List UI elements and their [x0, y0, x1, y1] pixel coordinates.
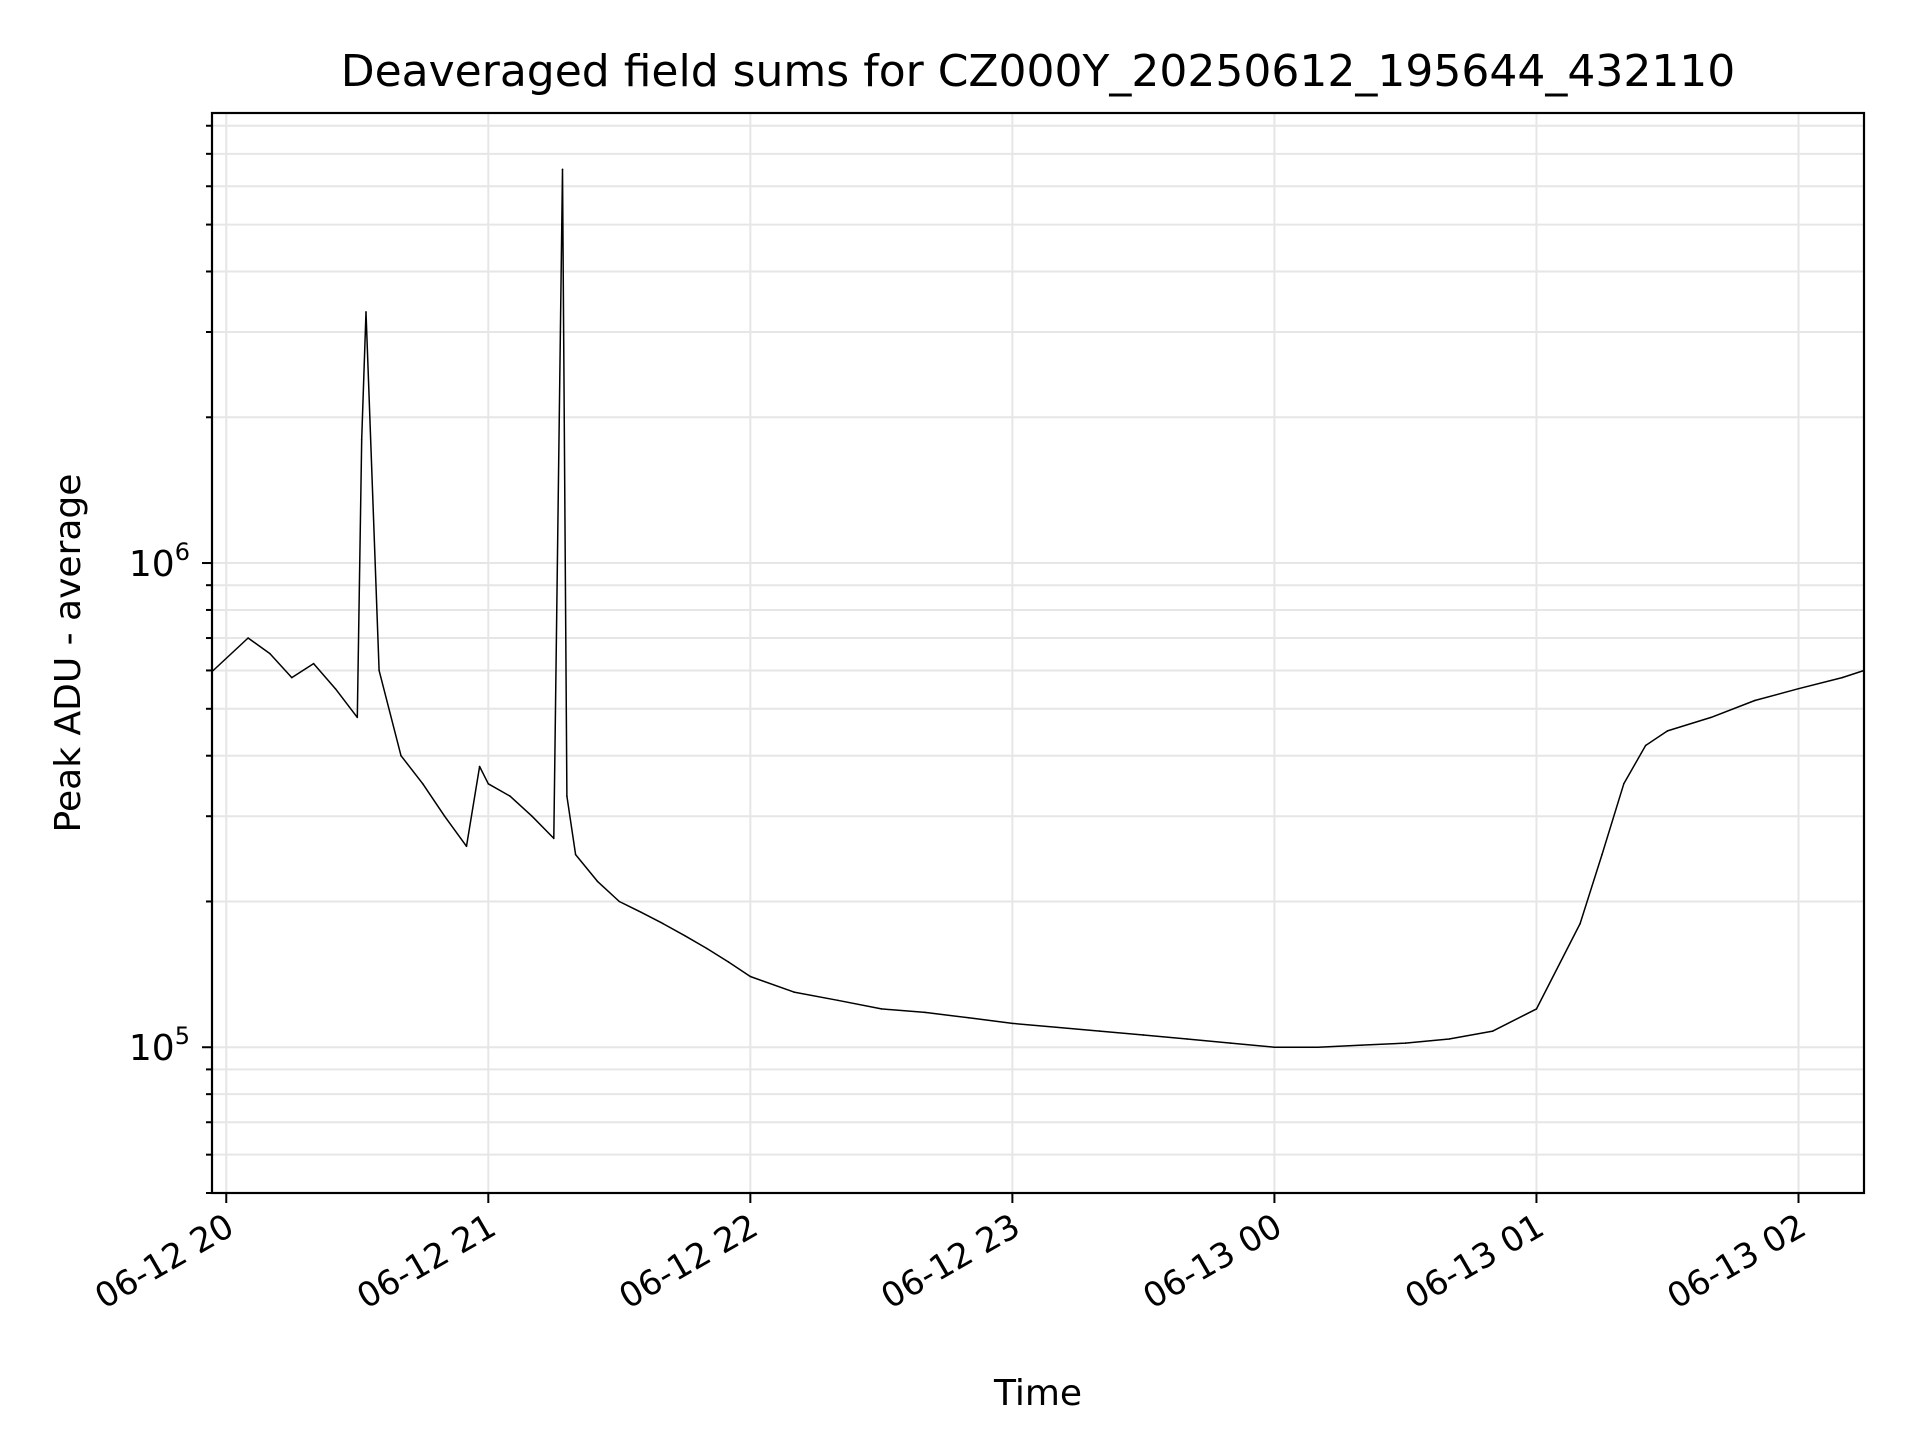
data-point [1055, 1026, 1057, 1028]
data-point [478, 765, 481, 768]
data-point [1491, 1030, 1494, 1032]
data-point [596, 880, 599, 883]
data-point [727, 961, 730, 963]
data-point [1535, 1008, 1538, 1010]
data-point [1710, 716, 1712, 719]
data-point [924, 1011, 926, 1014]
data-point [1317, 1046, 1319, 1049]
data-point [1360, 1044, 1363, 1046]
data-point [269, 652, 271, 655]
data-point [1011, 1022, 1014, 1025]
data-point [1754, 699, 1756, 702]
plot-frame [210, 111, 1866, 1195]
data-point [1601, 853, 1603, 856]
data-point [1186, 1038, 1188, 1040]
data-point [836, 999, 839, 1002]
data-point [312, 662, 315, 665]
data-point [1644, 744, 1647, 747]
data-point [574, 853, 577, 856]
data-point [1579, 922, 1581, 925]
data-point [509, 795, 511, 797]
data-point [378, 669, 380, 672]
data-point [1622, 782, 1625, 785]
data-point [1142, 1034, 1145, 1036]
data-point [705, 947, 708, 950]
data-point [618, 900, 621, 903]
data-point [553, 837, 555, 840]
data-point [640, 911, 642, 914]
data-point [662, 922, 664, 925]
data-point [1797, 687, 1800, 690]
data-point [967, 1017, 970, 1019]
data-point [793, 991, 795, 993]
y-axis-label: Peak ADU - average [48, 474, 89, 833]
data-point [365, 311, 367, 313]
data-point [749, 975, 752, 978]
grid-layer [212, 113, 1864, 1194]
data-point [247, 637, 249, 639]
y-tick-label: 106 [129, 538, 190, 585]
data-point [1841, 676, 1843, 679]
data-point [487, 782, 490, 785]
data-point [684, 934, 686, 937]
data-point [465, 845, 468, 848]
data-point [561, 168, 564, 171]
data-point [334, 687, 337, 690]
data-point [290, 676, 293, 679]
data-point [356, 716, 359, 719]
data-point [880, 1008, 883, 1010]
data-layer [212, 168, 1865, 1049]
data-point [1098, 1030, 1101, 1032]
x-axis-label: Time [993, 1373, 1082, 1414]
data-point [360, 438, 363, 441]
data-point [421, 782, 424, 785]
data-point [1229, 1042, 1232, 1044]
data-point [1273, 1046, 1276, 1049]
data-point [1404, 1042, 1407, 1044]
data-point [443, 815, 446, 818]
chart-title: Deaveraged field sums for CZ000Y_2025061… [341, 46, 1736, 97]
data-point [566, 795, 568, 797]
data-point [531, 815, 533, 818]
y-tick-label: 105 [129, 1022, 190, 1069]
data-point [1666, 730, 1669, 732]
data-point [1448, 1038, 1450, 1040]
data-series-line [212, 168, 1865, 1048]
data-point [400, 754, 402, 757]
